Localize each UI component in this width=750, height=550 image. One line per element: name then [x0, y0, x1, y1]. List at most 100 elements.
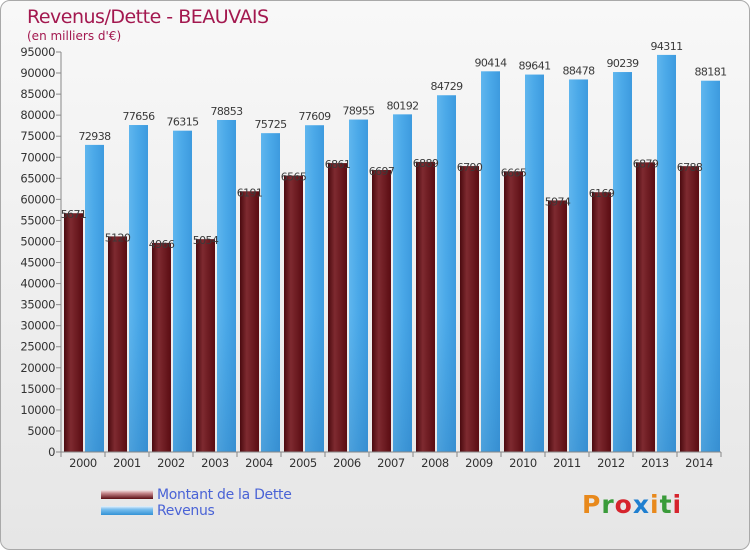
bar-revenus-shade — [657, 312, 676, 452]
y-tick-label: 60000 — [20, 192, 55, 206]
y-tick-label: 20000 — [20, 361, 55, 375]
bar-dette — [108, 236, 127, 452]
data-label-revenus: 94311 — [651, 40, 683, 53]
bar-dette — [284, 175, 303, 452]
x-tick-label: 2006 — [333, 456, 361, 470]
legend-label-revenus: Revenus — [157, 503, 215, 519]
x-tick-label: 2001 — [113, 456, 141, 470]
y-tick-label: 40000 — [20, 277, 55, 291]
data-label-revenus: 88478 — [563, 64, 596, 77]
bar-revenus-shade — [569, 312, 588, 452]
data-label-dette: 6697 — [369, 165, 395, 178]
bar-dette — [592, 192, 611, 453]
bar-revenus-shade — [305, 312, 324, 452]
y-tick-label: 25000 — [20, 340, 55, 354]
bar-dette — [372, 170, 391, 452]
chart-subtitle: (en milliers d'€) — [27, 29, 122, 43]
logo-letter: t — [659, 490, 673, 519]
data-label-revenus: 80192 — [387, 99, 419, 112]
x-tick-label: 2004 — [245, 456, 273, 470]
data-label-dette: 5120 — [105, 231, 131, 244]
bar-revenus-shade — [173, 312, 192, 452]
bar-dette — [240, 191, 259, 452]
x-tick-label: 2009 — [465, 456, 493, 470]
bar-revenus-shade — [217, 312, 236, 452]
legend-label-dette: Montant de la Dette — [157, 487, 292, 503]
bar-dette — [328, 163, 347, 453]
proxiti-logo: Proxiti — [582, 490, 682, 519]
data-label-dette: 5054 — [193, 234, 219, 247]
data-label-dette: 4966 — [149, 238, 175, 251]
y-tick-label: 75000 — [20, 129, 55, 143]
y-tick-label: 95000 — [20, 45, 55, 59]
x-tick-label: 2008 — [421, 456, 449, 470]
data-label-dette: 6788 — [677, 161, 703, 174]
logo-letter: P — [582, 490, 602, 519]
bar-dette — [636, 162, 655, 452]
bar-revenus-shade — [701, 312, 720, 452]
data-label-revenus: 78955 — [343, 105, 376, 118]
y-tick-label: 15000 — [20, 382, 55, 396]
y-tick-label: 70000 — [20, 150, 55, 164]
x-tick-label: 2012 — [597, 456, 625, 470]
legend-swatch-revenus — [101, 506, 153, 515]
data-label-revenus: 90239 — [607, 57, 640, 70]
bar-revenus-shade — [393, 312, 412, 452]
x-tick-label: 2002 — [157, 456, 185, 470]
data-label-dette: 6889 — [413, 157, 439, 170]
data-label-dette: 6879 — [633, 157, 659, 170]
y-tick-label: 55000 — [20, 213, 55, 227]
y-tick-label: 0 — [48, 445, 55, 459]
bar-dette — [152, 242, 171, 452]
logo-letter: i — [672, 490, 683, 519]
data-label-revenus: 84729 — [431, 80, 464, 93]
chart-title: Revenus/Dette - BEAUVAIS — [27, 6, 269, 28]
y-tick-label: 85000 — [20, 87, 55, 101]
bar-dette — [460, 166, 479, 452]
bar-dette — [196, 239, 215, 452]
y-tick-label: 35000 — [20, 298, 55, 312]
data-label-dette: 6169 — [589, 187, 615, 200]
bar-dette — [64, 213, 83, 452]
data-label-dette: 6861 — [325, 158, 351, 171]
y-tick-label: 65000 — [20, 171, 55, 185]
data-label-dette: 5671 — [61, 208, 87, 221]
bar-dette — [680, 166, 699, 452]
data-label-dette: 5974 — [545, 195, 571, 208]
x-tick-label: 2005 — [289, 456, 317, 470]
bar-revenus-shade — [261, 312, 280, 452]
x-tick-label: 2014 — [685, 456, 713, 470]
y-tick-label: 90000 — [20, 66, 55, 80]
x-tick-label: 2013 — [641, 456, 669, 470]
y-tick-label: 45000 — [20, 256, 55, 270]
bar-dette — [548, 200, 567, 452]
data-label-dette: 6790 — [457, 161, 483, 174]
bar-revenus-shade — [481, 312, 500, 452]
bar-revenus-shade — [85, 312, 104, 452]
data-label-revenus: 90414 — [475, 56, 508, 69]
bar-revenus-shade — [437, 312, 456, 452]
data-label-dette: 6665 — [501, 166, 527, 179]
data-label-revenus: 77656 — [123, 110, 156, 123]
x-tick-label: 2011 — [553, 456, 581, 470]
bar-revenus-shade — [129, 312, 148, 452]
logo-letter: i — [650, 490, 660, 519]
legend-swatch-dette — [101, 490, 153, 499]
bar-dette — [504, 171, 523, 453]
logo-letter: o — [614, 490, 633, 519]
data-label-revenus: 88181 — [695, 66, 727, 79]
bar-dette — [416, 161, 435, 453]
x-tick-label: 2000 — [69, 456, 97, 470]
data-label-revenus: 89641 — [519, 60, 551, 73]
logo-letter: x — [632, 490, 650, 519]
bar-revenus-shade — [525, 312, 544, 452]
logo-letter: r — [601, 490, 615, 519]
data-label-revenus: 78853 — [211, 105, 244, 118]
data-label-revenus: 77609 — [299, 110, 332, 123]
data-label-revenus: 72938 — [79, 130, 112, 143]
data-label-dette: 6565 — [281, 171, 307, 184]
data-label-revenus: 76315 — [167, 116, 200, 129]
y-tick-label: 30000 — [20, 319, 55, 333]
